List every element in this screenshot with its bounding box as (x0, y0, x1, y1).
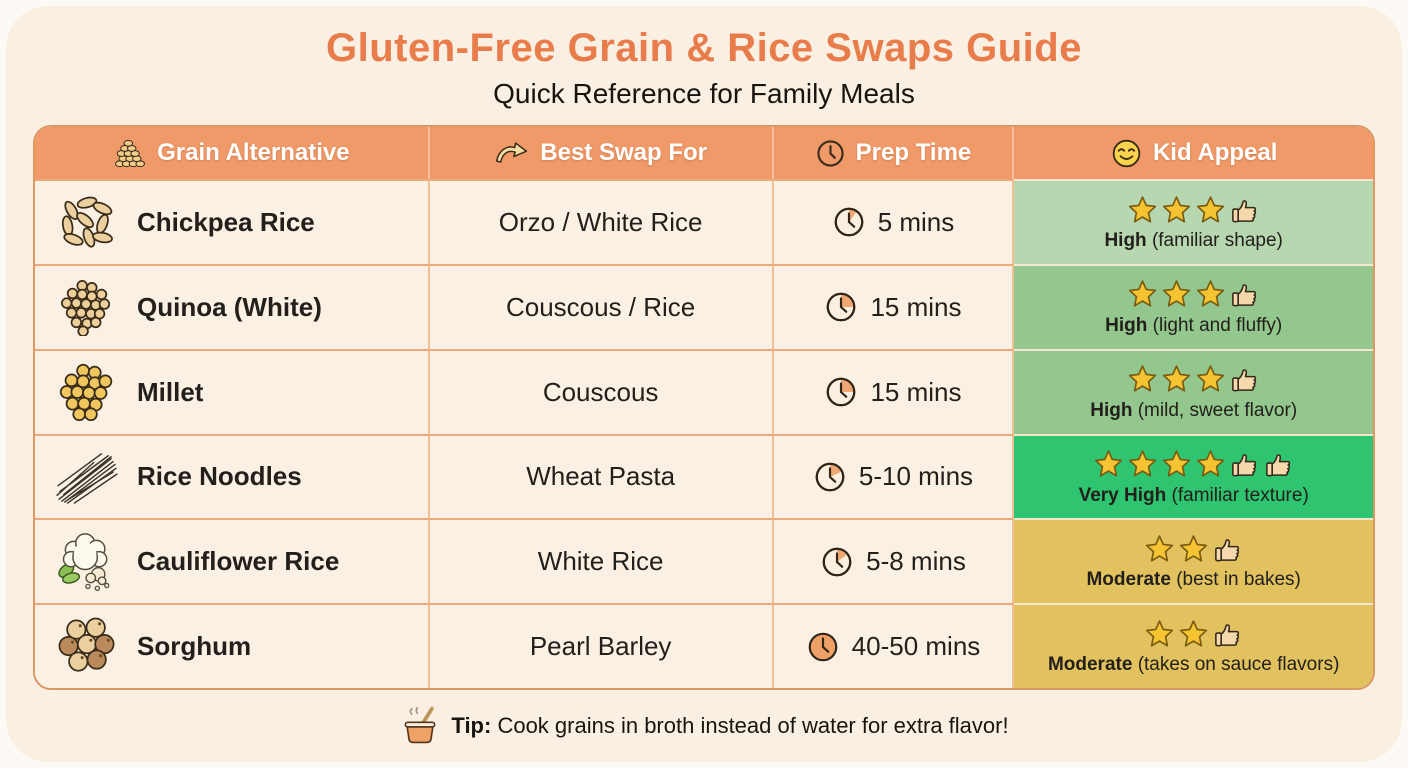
prep-cell: 5-8 mins (773, 518, 1015, 604)
grain-cell: Quinoa (White) (35, 263, 430, 349)
grain-stack-icon (113, 138, 147, 169)
page-subtitle: Quick Reference for Family Meals (493, 78, 915, 109)
grain-cell: Rice Noodles (35, 433, 430, 519)
grain-name: Millet (137, 376, 204, 407)
appeal-rating (1127, 192, 1260, 228)
footer-tip: Tip: Cook grains in broth instead of wat… (35, 705, 1373, 747)
chickpea-rice-icon (51, 193, 123, 251)
quinoa-icon (51, 278, 123, 337)
appeal-level: High (1090, 399, 1133, 421)
appeal-level: Moderate (1086, 569, 1171, 591)
prep-clock-icon (806, 630, 840, 664)
swap-cell: Couscous / Rice (429, 263, 774, 349)
swap-arrow-icon (494, 140, 530, 166)
prep-cell: 5-10 mins (773, 433, 1015, 519)
tip-text: Tip: Cook grains in broth instead of wat… (451, 713, 1009, 738)
appeal-note: (best in bakes) (1176, 569, 1301, 591)
column-header-label: Prep Time (855, 139, 972, 166)
grain-name: Chickpea Rice (137, 206, 315, 237)
grain-name: Rice Noodles (137, 461, 302, 492)
column-header-grain: Grain Alternative (35, 127, 430, 179)
prep-text: 5-8 mins (866, 546, 966, 577)
column-header-swap: Best Swap For (429, 127, 774, 179)
appeal-level: High (1104, 230, 1147, 252)
prep-clock-icon (820, 545, 854, 579)
column-header-prep: Prep Time (773, 127, 1015, 179)
prep-text: 15 mins (870, 291, 962, 322)
prep-cell: 15 mins (773, 348, 1015, 434)
appeal-level: Moderate (1047, 654, 1133, 676)
appeal-rating (1144, 531, 1243, 567)
column-header-label: Best Swap For (540, 139, 707, 166)
kid-appeal-cell: Moderate (takes on sauce flavors) (1014, 603, 1373, 688)
swap-text: Orzo / White Rice (498, 206, 703, 237)
rice-noodles-icon (51, 449, 123, 505)
clock-icon (815, 138, 846, 169)
tip-label: Tip: (451, 713, 492, 738)
prep-clock-icon (824, 290, 858, 324)
card: Gluten-Free Grain & Rice Swaps Guide Qui… (6, 6, 1402, 762)
swap-text: White Rice (537, 546, 664, 577)
kid-appeal-cell: High (familiar shape) (1014, 179, 1373, 264)
kid-appeal-cell: High (light and fluffy) (1014, 263, 1373, 349)
grain-name: Sorghum (137, 631, 252, 662)
millet-icon (51, 363, 123, 422)
swap-cell: Pearl Barley (429, 603, 774, 688)
prep-cell: 40-50 mins (773, 603, 1015, 688)
appeal-rating (1093, 447, 1294, 483)
smiley-icon (1110, 137, 1143, 170)
swap-text: Couscous / Rice (505, 291, 696, 322)
page-title: Gluten-Free Grain & Rice Swaps Guide (326, 26, 1082, 70)
grain-cell: Cauliflower Rice (35, 518, 430, 604)
prep-clock-icon (832, 205, 866, 239)
prep-cell: 15 mins (773, 263, 1015, 349)
sorghum-icon (51, 617, 123, 677)
kid-appeal-cell: Moderate (best in bakes) (1014, 518, 1373, 604)
appeal-rating (1127, 362, 1260, 398)
cauliflower-rice-icon (51, 532, 123, 592)
swap-cell: Wheat Pasta (429, 433, 774, 519)
grain-name: Cauliflower Rice (137, 546, 340, 577)
grain-name: Quinoa (White) (137, 291, 322, 322)
cooking-pot-icon (399, 705, 441, 747)
swap-cell: Couscous (429, 348, 774, 434)
prep-text: 5 mins (877, 206, 955, 237)
swaps-table: Grain Alternative Best Swap For Prep Tim… (33, 125, 1375, 690)
swap-text: Couscous (542, 376, 659, 407)
kid-appeal-cell: High (mild, sweet flavor) (1014, 348, 1373, 434)
grain-cell: Chickpea Rice (35, 179, 430, 264)
swap-cell: Orzo / White Rice (429, 179, 774, 264)
swap-text: Wheat Pasta (526, 461, 676, 492)
appeal-note: (takes on sauce flavors) (1137, 654, 1340, 676)
prep-clock-icon (813, 460, 847, 494)
grain-cell: Millet (35, 348, 430, 434)
prep-cell: 5 mins (773, 179, 1015, 264)
appeal-note: (familiar texture) (1171, 484, 1309, 506)
column-header-label: Kid Appeal (1152, 139, 1278, 166)
column-header-appeal: Kid Appeal (1014, 127, 1373, 179)
prep-text: 40-50 mins (851, 631, 981, 662)
appeal-note: (light and fluffy) (1152, 314, 1283, 336)
appeal-note: (familiar shape) (1151, 230, 1283, 252)
prep-clock-icon (824, 375, 858, 409)
appeal-rating (1127, 277, 1260, 313)
appeal-note: (mild, sweet flavor) (1137, 399, 1298, 421)
swap-text: Pearl Barley (529, 631, 672, 662)
column-header-label: Grain Alternative (157, 139, 350, 166)
appeal-level: Very High (1078, 484, 1167, 506)
appeal-rating (1144, 616, 1243, 652)
swap-cell: White Rice (429, 518, 774, 604)
grain-cell: Sorghum (35, 603, 430, 688)
prep-text: 15 mins (870, 376, 962, 407)
appeal-level: High (1105, 314, 1148, 336)
prep-text: 5-10 mins (858, 461, 974, 492)
kid-appeal-cell: Very High (familiar texture) (1014, 433, 1373, 519)
